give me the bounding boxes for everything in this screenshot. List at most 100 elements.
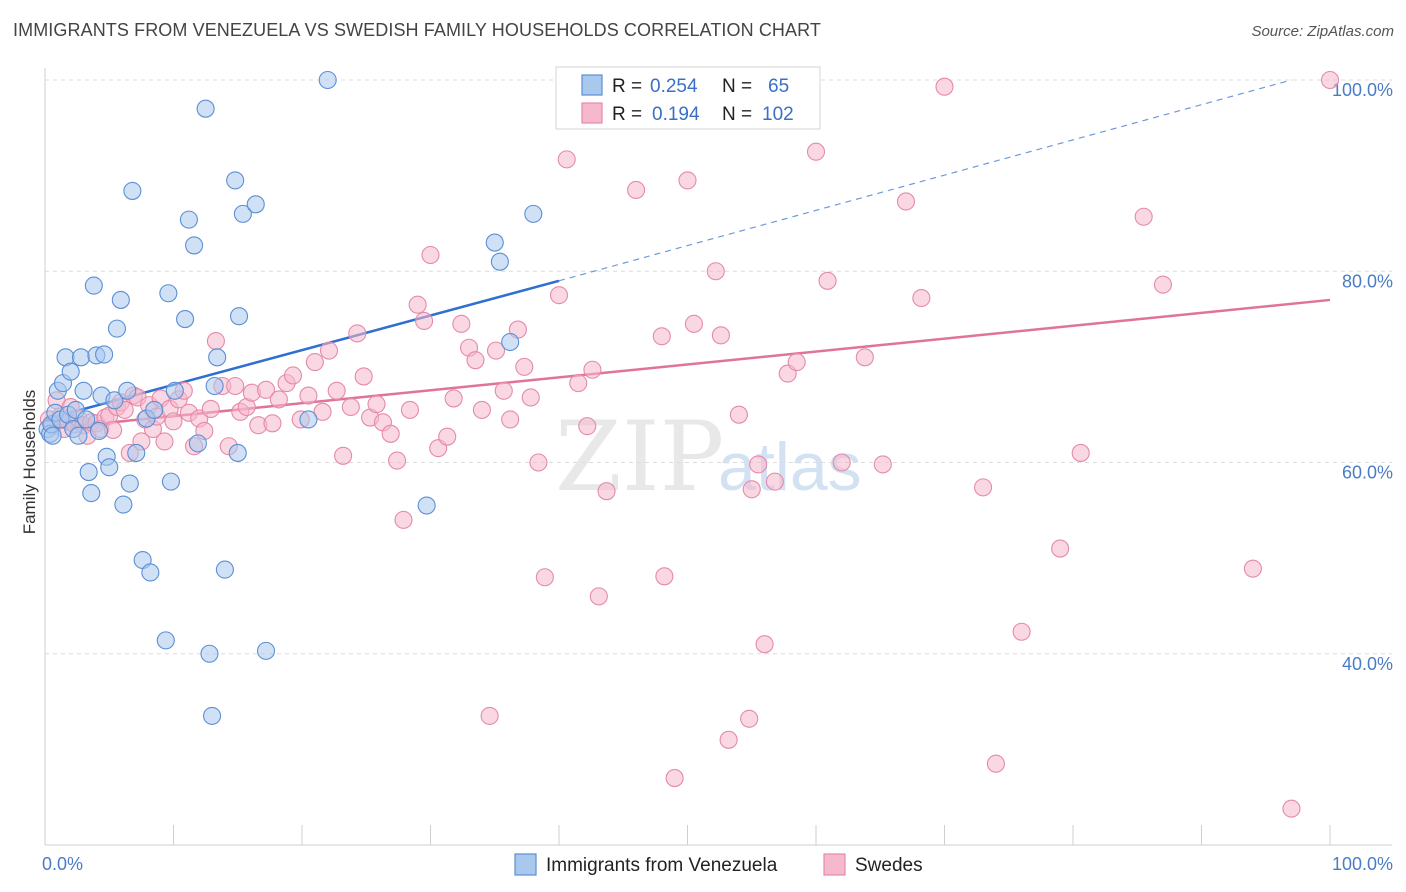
point-swedes (729, 405, 748, 424)
point-swedes (354, 367, 373, 386)
point-venezuela (141, 563, 160, 582)
point-swedes (466, 351, 485, 370)
grid-lines (45, 79, 1392, 655)
point-swedes (973, 478, 993, 497)
point-swedes (806, 142, 826, 161)
legend-r-label-2: R = (612, 104, 642, 125)
point-venezuela (74, 381, 93, 400)
point-swedes (394, 510, 413, 529)
trend-line-venezuela-extension (558, 79, 1292, 282)
point-swedes (348, 324, 367, 343)
point-swedes (986, 754, 1005, 773)
point-venezuela (161, 472, 180, 491)
point-swedes (589, 587, 608, 606)
point-swedes (1012, 622, 1031, 641)
legend-swatch-bottom-swedes (823, 853, 846, 876)
point-venezuela (100, 458, 119, 477)
point-venezuela (123, 181, 142, 200)
point-venezuela (229, 307, 249, 326)
point-venezuela (156, 631, 175, 650)
point-swedes (521, 388, 540, 407)
point-venezuela (159, 284, 178, 303)
source-label: Source: ZipAtlas.com (1251, 23, 1394, 40)
point-venezuela (107, 319, 127, 338)
point-venezuela (82, 484, 101, 503)
correlation-legend: R = 0.254 N = 65 R = 0.194 N = 102 (555, 66, 821, 130)
point-swedes (578, 417, 597, 436)
point-swedes (535, 568, 554, 587)
point-venezuela (145, 400, 164, 419)
point-venezuela (179, 210, 198, 229)
point-swedes (367, 395, 386, 414)
point-swedes (334, 446, 353, 465)
y-tick-label-80: 80.0% (1342, 271, 1393, 291)
point-swedes (305, 353, 324, 372)
point-swedes (381, 424, 400, 443)
point-venezuela (118, 381, 137, 400)
point-venezuela (165, 381, 184, 400)
x-tick-label-min: 0.0% (42, 854, 83, 874)
point-venezuela (105, 391, 124, 410)
point-swedes (832, 453, 851, 472)
point-swedes (557, 150, 576, 169)
point-swedes (569, 374, 588, 393)
point-swedes (665, 769, 684, 788)
point-swedes (1282, 799, 1301, 818)
point-swedes (494, 381, 513, 400)
point-swedes (299, 386, 318, 405)
point-swedes (597, 482, 616, 501)
point-venezuela (200, 644, 219, 663)
point-swedes (256, 380, 276, 399)
point-venezuela (127, 443, 146, 462)
point-venezuela (114, 495, 133, 514)
point-swedes (263, 414, 282, 433)
point-venezuela (226, 171, 245, 190)
y-tick-label-60: 60.0% (1342, 463, 1393, 483)
point-swedes (529, 453, 548, 472)
point-venezuela (176, 310, 195, 329)
point-swedes (1243, 559, 1262, 578)
point-venezuela (185, 236, 204, 255)
point-venezuela (95, 345, 114, 364)
point-swedes (415, 311, 434, 331)
point-venezuela (501, 332, 520, 352)
legend-n-label-1: N = (722, 76, 752, 97)
y-tick-label-40: 40.0% (1342, 654, 1393, 674)
point-swedes (515, 357, 534, 376)
point-venezuela (490, 252, 509, 271)
point-venezuela (111, 290, 130, 309)
point-swedes (319, 341, 339, 360)
point-swedes (1134, 207, 1153, 226)
point-venezuela (43, 426, 62, 445)
point-swedes (164, 412, 183, 431)
legend-n-value-1: 65 (768, 76, 789, 97)
point-swedes (421, 245, 440, 265)
point-swedes (740, 709, 759, 728)
point-venezuela (89, 421, 109, 440)
point-venezuela (215, 560, 234, 579)
point-venezuela (120, 474, 139, 493)
legend-swatch-venezuela (581, 74, 603, 96)
legend-n-label-2: N = (722, 104, 752, 125)
point-swedes (486, 341, 506, 360)
point-swedes (155, 432, 174, 451)
y-axis-label: Family Households (20, 390, 39, 535)
point-venezuela (417, 496, 436, 515)
point-swedes (742, 480, 761, 499)
point-swedes (388, 451, 407, 470)
tick-labels: 40.0% 60.0% 80.0% 100.0% 0.0% 100.0% (42, 80, 1393, 874)
point-swedes (787, 353, 806, 372)
legend-r-label-1: R = (612, 76, 642, 97)
point-venezuela (205, 376, 224, 396)
legend-r-value-1: 0.254 (650, 76, 698, 97)
legend-swatch-swedes (581, 102, 603, 124)
point-swedes (706, 262, 725, 281)
point-swedes (627, 180, 646, 200)
point-venezuela (524, 204, 543, 223)
point-swedes (655, 567, 674, 586)
legend-label-venezuela: Immigrants from Venezuela (546, 855, 778, 876)
legend-swatch-bottom-venezuela (514, 853, 537, 876)
legend-label-swedes: Swedes (855, 855, 923, 876)
point-swedes (1320, 70, 1340, 90)
